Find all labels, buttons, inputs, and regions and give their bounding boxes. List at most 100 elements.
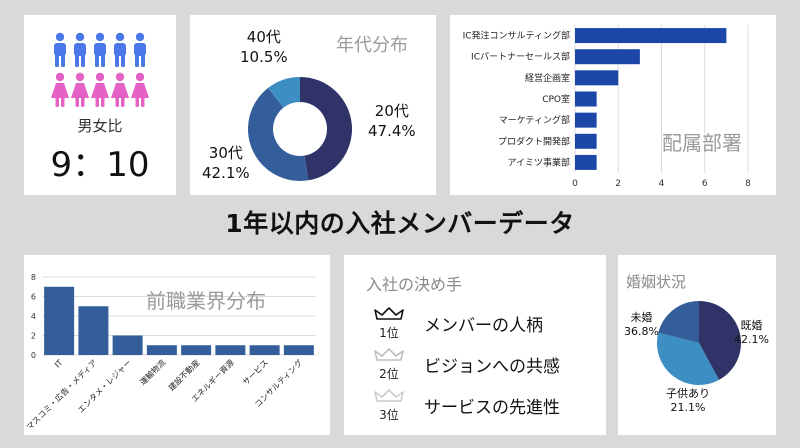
marriage-label-married: 既婚 42.1% xyxy=(734,319,769,347)
dept-category-label: ICパートナーセールス部 xyxy=(471,51,570,63)
industry-bar xyxy=(181,345,212,355)
decision-rank-text: ビジョンへの共感 xyxy=(424,357,560,377)
people-icons xyxy=(51,32,149,107)
married-category: 既婚 xyxy=(740,319,763,332)
decision-rank-item: 3位 サービスの先進性 xyxy=(344,389,606,427)
industry-y-tick: 8 xyxy=(31,273,36,282)
decision-rank-item: 1位 メンバーの人柄 xyxy=(344,307,606,345)
marriage-chart-title: 婚姻状況 xyxy=(626,273,687,291)
dept-bar xyxy=(575,112,597,128)
dept-bar xyxy=(575,154,597,170)
dept-bar xyxy=(575,28,727,44)
age-40s-category: 40代 xyxy=(246,28,281,46)
children-percent: 21.1% xyxy=(670,401,706,414)
industry-bar xyxy=(146,345,177,355)
decision-rank-item: 2位 ビジョンへの共感 xyxy=(344,348,606,386)
single-percent: 36.8% xyxy=(624,325,659,338)
female-person-icon xyxy=(131,72,149,107)
industry-bar xyxy=(78,306,109,355)
male-person-icon xyxy=(94,32,106,67)
decision-rank-number: 2位 xyxy=(379,367,399,381)
dept-bar xyxy=(575,91,597,107)
marriage-label-single: 未婚 36.8% xyxy=(624,311,659,339)
age-distribution-panel: 年代分布 40代 10.5% 20代 47.4% 30代 42.1% xyxy=(190,15,436,195)
female-person-icon xyxy=(111,72,129,107)
male-person-icon xyxy=(114,32,126,67)
ratio-separator: ： xyxy=(72,145,107,185)
crown-icon xyxy=(374,307,404,320)
dept-category-label: プロダクト開発部 xyxy=(498,135,570,147)
industry-panel: 0 2 4 6 8 IT マスコミ・広告・メディア エンタメ・レジャー 運輸物流 建設不動産 エネル… xyxy=(24,255,330,435)
children-category: 子供あり xyxy=(666,387,710,400)
male-person-icon xyxy=(74,32,86,67)
age-chart-title: 年代分布 xyxy=(336,35,408,56)
age-20s-category: 20代 xyxy=(374,102,409,120)
female-count: 10 xyxy=(106,145,150,185)
male-count: 9 xyxy=(50,145,73,185)
industry-bar xyxy=(215,345,246,355)
dept-bar xyxy=(575,133,597,149)
dept-x-tick: 2 xyxy=(615,179,621,189)
decision-title: 入社の決め手 xyxy=(366,275,463,294)
age-slice-1 xyxy=(248,87,309,181)
industry-category-label: 建設不動産 xyxy=(166,357,201,392)
dept-chart-title: 配属部署 xyxy=(662,131,742,155)
industry-y-tick: 0 xyxy=(31,351,36,360)
industry-y-tick: 4 xyxy=(31,312,36,321)
page-title: 1年以内の入社メンバーデータ xyxy=(225,209,575,238)
decision-rank-text: メンバーの人柄 xyxy=(424,316,543,336)
industry-category-label: マスコミ・広告・メディア xyxy=(24,357,99,432)
decision-rank-text: サービスの先進性 xyxy=(424,398,560,418)
age-30s-category: 30代 xyxy=(208,144,243,162)
decision-rank-number: 1位 xyxy=(379,326,399,340)
industry-bar xyxy=(44,286,75,355)
gender-ratio-value: 9：10 xyxy=(24,137,176,186)
age-30s-percent: 42.1% xyxy=(202,164,250,182)
dept-category-label: 経営企画室 xyxy=(525,72,570,84)
decision-panel: 入社の決め手 1位 メンバーの人柄 2位 ビジョンへの共感 3位 サービスの先進性 xyxy=(344,255,606,435)
dept-category-label: CPO室 xyxy=(542,93,570,105)
industry-bar xyxy=(249,345,280,355)
dept-category-label: IC発注コンサルティング部 xyxy=(463,30,570,42)
marriage-label-children: 子供あり 21.1% xyxy=(666,387,710,415)
industry-y-tick: 6 xyxy=(31,293,36,302)
age-label-40s: 40代 10.5% xyxy=(240,27,288,67)
dept-x-tick: 0 xyxy=(572,179,578,189)
single-category: 未婚 xyxy=(630,311,653,324)
dept-x-tick: 6 xyxy=(702,179,708,189)
male-person-icon xyxy=(134,32,146,67)
crown-icon xyxy=(374,348,404,361)
marriage-slice-1 xyxy=(657,332,720,385)
industry-bar xyxy=(283,345,314,355)
dept-x-tick: 8 xyxy=(745,179,751,189)
gender-ratio-label: 男女比 xyxy=(77,117,123,135)
married-percent: 42.1% xyxy=(734,333,769,346)
female-person-icon xyxy=(51,72,69,107)
marriage-slice-0 xyxy=(699,301,741,380)
dept-bar xyxy=(575,49,640,65)
marriage-panel: 婚姻状況 未婚 36.8% 既婚 42.1% 子供あり 21.1% xyxy=(618,255,776,435)
industry-category-label: 運輸物流 xyxy=(138,357,168,387)
industry-category-label: IT xyxy=(53,358,65,370)
age-label-20s: 20代 47.4% xyxy=(368,101,416,141)
industry-bar xyxy=(112,335,143,355)
dept-x-tick: 4 xyxy=(659,179,665,189)
decision-rank-number: 3位 xyxy=(379,408,399,422)
age-slice-2 xyxy=(268,77,300,108)
age-label-30s: 30代 42.1% xyxy=(202,143,250,183)
dept-bar xyxy=(575,70,619,86)
gender-panel: 男女比 9：10 xyxy=(24,15,176,195)
age-slice-0 xyxy=(300,77,353,181)
age-20s-percent: 47.4% xyxy=(368,122,416,140)
dept-category-label: アイミツ事業部 xyxy=(507,156,570,168)
female-person-icon xyxy=(91,72,109,107)
department-panel: 0 2 4 6 8 IC発注コンサルティング部 ICパートナーセールス部経営企画室 CPO室マ… xyxy=(450,15,776,195)
industry-y-tick: 2 xyxy=(31,332,36,341)
male-person-icon xyxy=(54,32,66,67)
female-person-icon xyxy=(71,72,89,107)
age-donut-chart xyxy=(248,77,353,181)
dept-category-label: マーケティング部 xyxy=(499,114,570,126)
marriage-pie-chart xyxy=(657,301,741,385)
